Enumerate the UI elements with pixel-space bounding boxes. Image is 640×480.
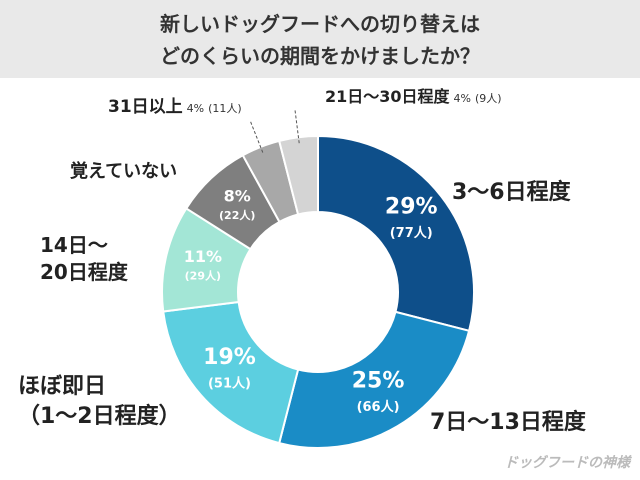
category-label: 31日以上 4% (11人) bbox=[108, 96, 242, 119]
category-name: 21日〜30日程度 bbox=[325, 87, 450, 106]
category-label: 覚えていない bbox=[70, 161, 178, 182]
value-label: 4% bbox=[186, 102, 205, 115]
donut-segment bbox=[277, 134, 319, 216]
value-label: 19% bbox=[203, 345, 256, 370]
count-label: (29人) bbox=[185, 268, 221, 282]
category-label: ほぼ即日 （1〜2日程度） bbox=[18, 374, 181, 429]
donut-segment bbox=[317, 134, 475, 333]
count-label: (22人) bbox=[219, 208, 255, 222]
chart-title: どのくらいの期間をかけましたか？ bbox=[160, 44, 480, 68]
category-name: 31日以上 bbox=[108, 97, 183, 117]
count-label: (9人) bbox=[475, 92, 502, 105]
value-label: 25% bbox=[352, 369, 405, 394]
value-label: 8% bbox=[224, 186, 251, 205]
watermark: ドッグフードの神様 bbox=[504, 455, 630, 471]
category-label: 14日〜 20日程度 bbox=[40, 233, 128, 284]
value-label: 29% bbox=[385, 195, 438, 220]
donut-segment bbox=[162, 300, 300, 445]
count-label: (77人) bbox=[390, 225, 433, 241]
count-label: (51人) bbox=[208, 376, 251, 392]
chart-title: 新しいドッグフードへの切り替えは bbox=[160, 12, 480, 36]
category-label: 21日〜30日程度 4% (9人) bbox=[325, 86, 502, 108]
value-label: 4% bbox=[453, 92, 471, 105]
count-label: (66人) bbox=[357, 399, 400, 415]
leader-line bbox=[249, 120, 264, 153]
count-label: (11人) bbox=[208, 102, 242, 115]
leader-line bbox=[294, 109, 300, 144]
title-bar: 新しいドッグフードへの切り替えは どのくらいの期間をかけましたか？ bbox=[0, 0, 640, 78]
value-label: 11% bbox=[184, 247, 222, 266]
category-label: 7日〜13日程度 bbox=[430, 410, 586, 435]
category-label: 3〜6日程度 bbox=[452, 180, 571, 205]
donut-segment bbox=[277, 310, 471, 449]
